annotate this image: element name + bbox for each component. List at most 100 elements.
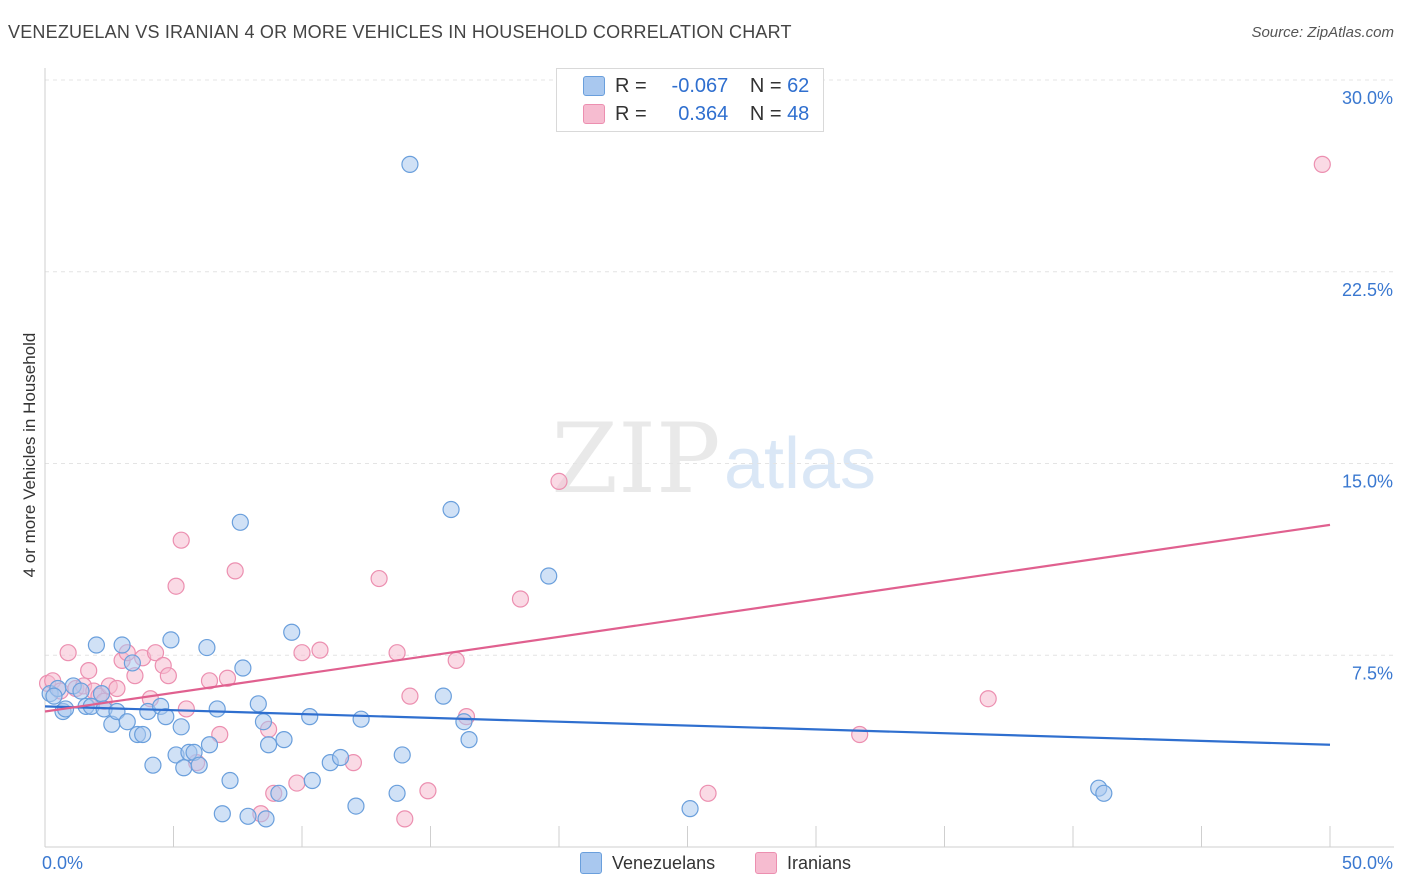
venezuelans-point [259, 736, 278, 754]
iranians-point [146, 644, 165, 662]
n-value-iranians: 48 [787, 102, 810, 125]
iranians-point [177, 700, 195, 718]
venezuelans-point [162, 631, 180, 649]
r-label: R = [615, 74, 647, 97]
venezuelans-point [1095, 784, 1113, 802]
venezuelans-point [87, 636, 106, 654]
venezuelans-point [239, 807, 257, 825]
venezuelans-trend-line [44, 705, 1331, 746]
iranians-point [293, 644, 311, 662]
venezuelans-point [157, 708, 175, 726]
iranians-point [200, 672, 219, 690]
r-value-venezuelans: -0.067 [671, 74, 729, 97]
iranians-trend-line [44, 523, 1331, 713]
iranians-point [288, 774, 306, 792]
iranians-point [80, 661, 98, 680]
iranians-point [211, 725, 229, 744]
iranians-point [979, 690, 997, 708]
venezuelans-point [460, 731, 478, 749]
venezuelans-point [175, 759, 193, 777]
venezuelans-point [331, 748, 350, 767]
venezuelans-point [540, 567, 558, 585]
n-label: N = [749, 74, 782, 97]
iranians-points [38, 155, 1331, 828]
venezuelans-point [301, 708, 319, 726]
n-label: N = [749, 102, 782, 125]
watermark: ZIP atlas [551, 403, 876, 515]
tick-labels: 7.5% 15.0% 22.5% 30.0% 0.0% 50.0% [42, 88, 1393, 873]
chart-title: VENEZUELAN VS IRANIAN 4 OR MORE VEHICLES… [8, 22, 792, 42]
venezuelans-point [208, 700, 226, 718]
venezuelans-point [352, 710, 370, 728]
iranians-point [172, 531, 190, 549]
source-label: Source: ZipAtlas.com [1251, 24, 1394, 41]
venezuelans-point [254, 713, 273, 731]
iranians-point [699, 784, 717, 802]
venezuelans-point [681, 800, 699, 818]
venezuelans-point [72, 682, 90, 700]
venezuelans-point [401, 155, 419, 173]
iranians-point [311, 641, 329, 659]
venezuelans-legend-swatch [580, 852, 602, 874]
venezuelans-swatch [583, 76, 605, 96]
iranians-point [167, 577, 185, 595]
venezuelans-point [92, 684, 111, 703]
venezuelans-point [303, 771, 321, 790]
legend-item-iranians[interactable]: Iranians [755, 852, 851, 874]
venezuelans-point [388, 784, 406, 802]
venezuelans-point [270, 784, 288, 802]
series-legend: Venezuelans Iranians [0, 852, 1406, 876]
r-value-iranians: 0.364 [678, 102, 729, 125]
legend-item-venezuelans[interactable]: Venezuelans [580, 852, 715, 874]
y-tick-label: 15.0% [1342, 472, 1393, 492]
venezuelans-point [257, 810, 275, 828]
y-tick-label: 7.5% [1352, 663, 1393, 683]
iranians-point [388, 644, 406, 662]
iranians-point [218, 669, 237, 687]
trend-lines [44, 523, 1331, 746]
iranians-legend-swatch [755, 852, 777, 874]
venezuelans-point [118, 713, 136, 731]
x-tick-label: 50.0% [1342, 853, 1393, 873]
venezuelans-point [283, 623, 301, 641]
iranians-point [550, 472, 568, 490]
r-label: R = [615, 102, 647, 125]
venezuelans-point [144, 756, 162, 774]
iranians-point [851, 725, 869, 744]
venezuelans-point [231, 513, 249, 531]
watermark-zip: ZIP [551, 403, 720, 515]
n-value-venezuelans: 62 [787, 74, 810, 97]
iranians-point [226, 562, 244, 580]
venezuelans-point [249, 695, 267, 713]
iranians-point [419, 782, 437, 800]
venezuelans-point [275, 731, 293, 749]
iranians-point [396, 810, 414, 828]
legend-label-venezuelans: Venezuelans [612, 852, 716, 873]
iranians-point [159, 667, 177, 685]
iranians-point [447, 651, 465, 669]
axes [44, 68, 1394, 848]
venezuelans-point [455, 713, 473, 731]
iranians-point [1313, 155, 1331, 173]
venezuelans-point [221, 771, 239, 790]
y-tick-label: 30.0% [1342, 88, 1393, 108]
gridlines [45, 79, 1394, 656]
venezuelans-point [45, 687, 63, 705]
venezuelans-point [234, 659, 252, 677]
venezuelans-point [190, 756, 208, 774]
y-tick-label: 22.5% [1342, 280, 1393, 300]
iranians-point [401, 687, 419, 705]
venezuelans-point [200, 736, 219, 754]
venezuelans-point [213, 805, 231, 823]
venezuelans-point [198, 638, 216, 657]
x-tick-label: 0.0% [42, 853, 83, 873]
venezuelans-point [347, 797, 365, 815]
iranians-point [370, 569, 388, 588]
iranians-point [59, 644, 77, 662]
venezuelans-point [123, 654, 141, 672]
iranians-point [511, 590, 530, 608]
legend-label-iranians: Iranians [787, 852, 852, 873]
venezuelans-point [442, 500, 460, 519]
correlation-legend: R = -0.067 N = 62 R = 0.364 N = 48 [556, 68, 824, 132]
